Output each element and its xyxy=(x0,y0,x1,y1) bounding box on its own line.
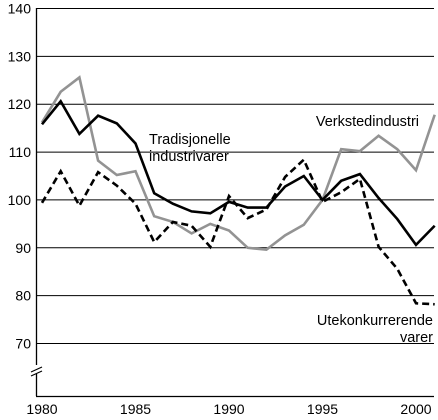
x-tick-label-1985: 1985 xyxy=(120,401,151,417)
axis-break-marker xyxy=(30,365,43,377)
series-label-traditional-line1: Tradisjonelle xyxy=(149,132,231,148)
y-tick-label-80: 80 xyxy=(15,288,31,304)
axes xyxy=(30,8,434,398)
y-tick-label-140: 140 xyxy=(8,1,32,17)
y-tick-label-70: 70 xyxy=(15,336,31,352)
y-tick-label-110: 110 xyxy=(9,144,32,160)
y-tick-label-120: 120 xyxy=(8,96,32,112)
series-label-verksted: Verkstedindustri xyxy=(316,114,419,130)
x-tick-label-1990: 1990 xyxy=(213,401,244,417)
series-label-utekonkurrerende-line2: varer xyxy=(400,330,433,346)
series-line-verkstedindustri xyxy=(40,75,436,252)
series-line-tradisjonelle-industrivarer xyxy=(40,99,436,247)
series-label-verksted-line1: Verkstedindustri xyxy=(316,114,419,130)
x-tick-labels: 1980 1985 1990 1995 2000 xyxy=(26,401,431,417)
series-label-utekonkurrerende: Utekonkurrerende varer xyxy=(317,313,433,346)
x-tick-label-1995: 1995 xyxy=(307,401,338,417)
gridlines xyxy=(37,8,434,344)
y-tick-labels: 70 80 90 100 110 120 130 140 xyxy=(8,1,32,352)
series-label-traditional-line2: industrivarer xyxy=(149,149,229,165)
x-tick-label-2000: 2000 xyxy=(400,401,431,417)
y-tick-label-100: 100 xyxy=(8,192,32,208)
y-tick-label-90: 90 xyxy=(15,240,31,256)
series-line-utekonkurrerende-varer xyxy=(40,157,435,306)
series-lines xyxy=(40,75,436,306)
series-label-utekonkurrerende-line1: Utekonkurrerende xyxy=(317,313,433,329)
y-tick-label-130: 130 xyxy=(8,48,32,64)
x-tick-label-1980: 1980 xyxy=(26,401,57,417)
series-label-traditional: Tradisjonelle industrivarer xyxy=(149,132,231,165)
